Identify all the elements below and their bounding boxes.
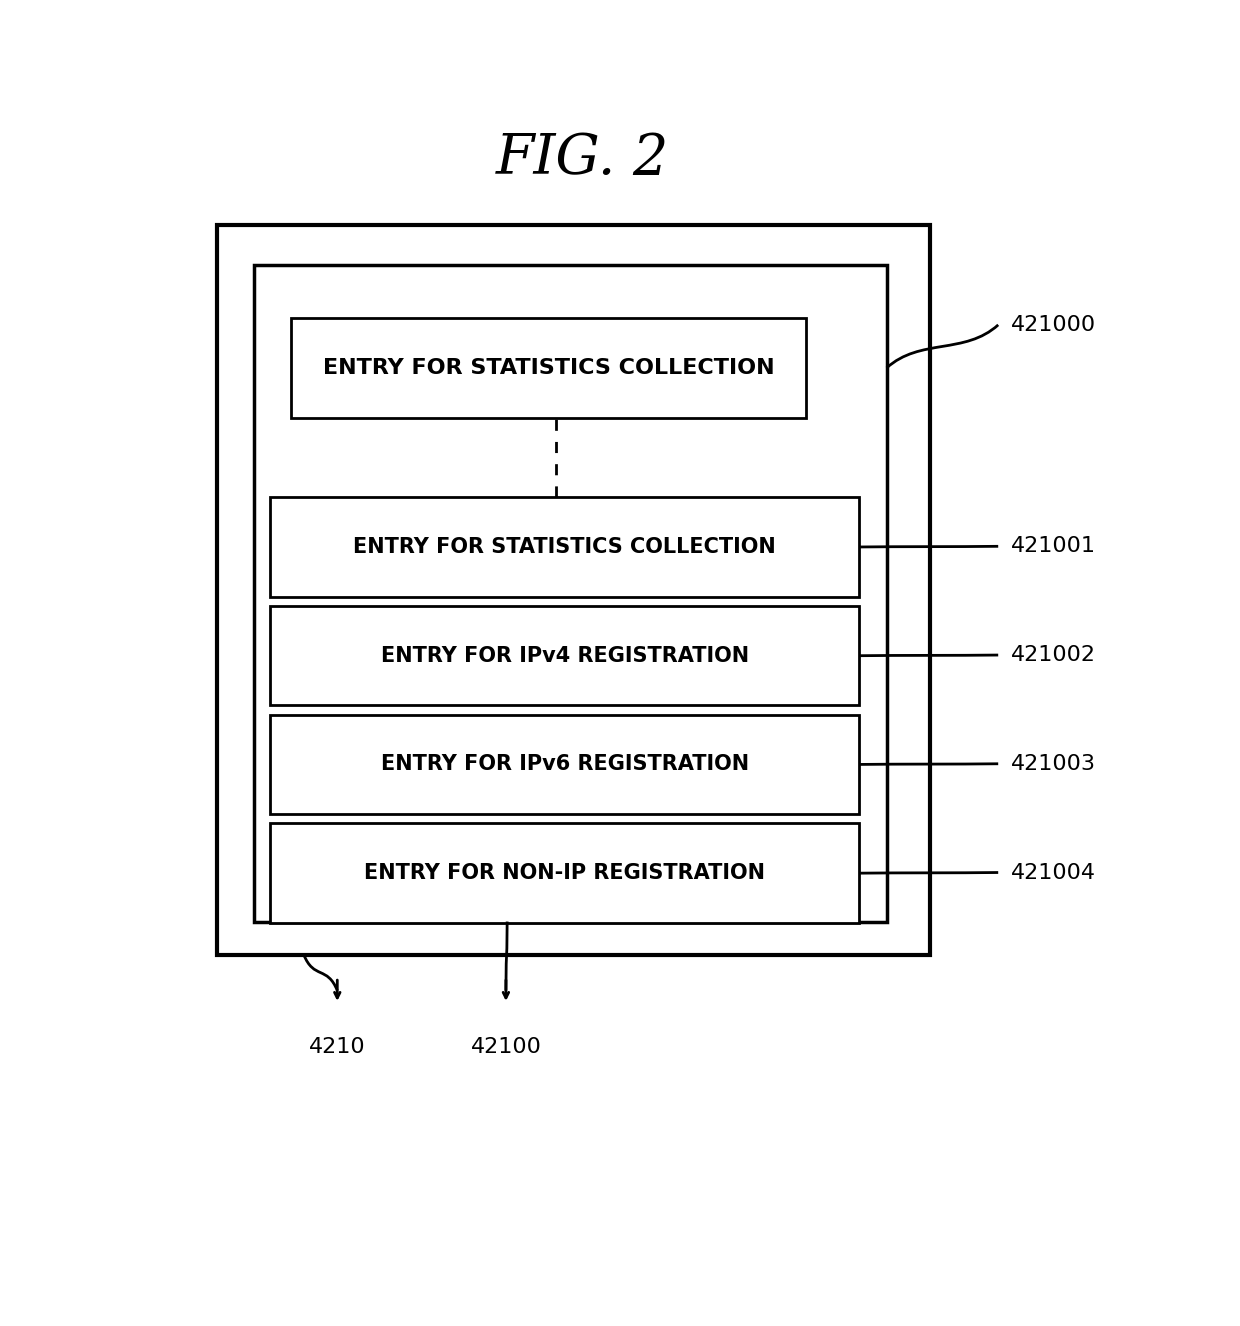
Text: 421003: 421003 <box>1011 753 1096 774</box>
Bar <box>270 715 859 814</box>
Bar <box>291 318 806 418</box>
Bar <box>270 606 859 705</box>
Bar <box>270 497 859 597</box>
Text: 4210: 4210 <box>309 1037 366 1057</box>
Text: ENTRY FOR NON-IP REGISTRATION: ENTRY FOR NON-IP REGISTRATION <box>365 863 765 883</box>
Text: 421002: 421002 <box>1011 644 1096 666</box>
Text: 421000: 421000 <box>1011 314 1096 335</box>
Text: ENTRY FOR IPv6 REGISTRATION: ENTRY FOR IPv6 REGISTRATION <box>381 754 749 774</box>
Text: ENTRY FOR STATISTICS COLLECTION: ENTRY FOR STATISTICS COLLECTION <box>353 537 776 557</box>
Bar <box>217 225 930 955</box>
Text: ENTRY FOR IPv4 REGISTRATION: ENTRY FOR IPv4 REGISTRATION <box>381 646 749 666</box>
Bar <box>270 823 859 923</box>
Text: FIG. 2: FIG. 2 <box>496 131 670 187</box>
Text: 421001: 421001 <box>1011 536 1096 557</box>
Text: ENTRY FOR STATISTICS COLLECTION: ENTRY FOR STATISTICS COLLECTION <box>322 358 775 378</box>
Text: 421004: 421004 <box>1011 862 1096 883</box>
Bar <box>254 265 887 922</box>
Text: 42100: 42100 <box>470 1037 542 1057</box>
